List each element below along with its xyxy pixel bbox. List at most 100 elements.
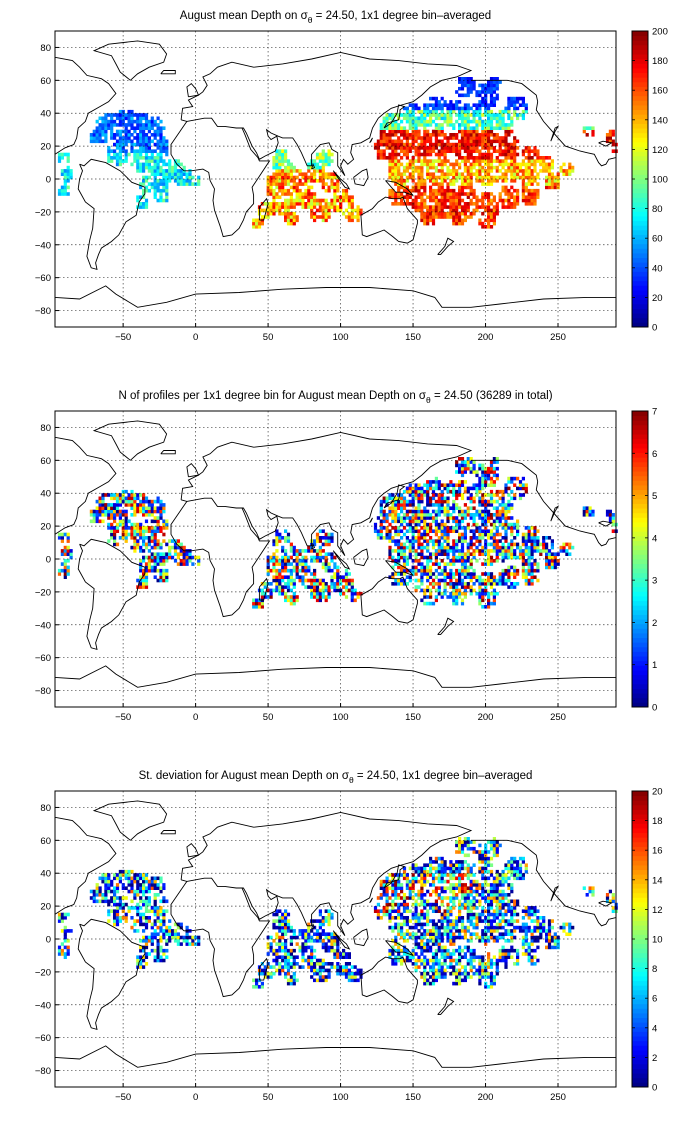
- heatmap-cell: [440, 568, 444, 573]
- colorbar-segment: [632, 535, 648, 541]
- heatmap-cell: [165, 179, 169, 183]
- heatmap-cell: [405, 106, 409, 111]
- colorbar-segment: [632, 526, 648, 532]
- heatmap-cell: [516, 192, 520, 196]
- heatmap-cell: [507, 198, 511, 203]
- heatmap-cell: [533, 559, 537, 563]
- heatmap-cell: [475, 526, 479, 530]
- heatmap-cell: [437, 552, 441, 556]
- heatmap-cell: [542, 162, 546, 167]
- heatmap-cell: [472, 552, 476, 556]
- heatmap-cell: [133, 496, 137, 501]
- heatmap-cell: [150, 182, 154, 186]
- heatmap-cell: [440, 489, 444, 494]
- heatmap-cell: [458, 109, 462, 114]
- heatmap-cell: [107, 513, 111, 517]
- heatmap-cell: [501, 175, 505, 180]
- heatmap-cell: [165, 146, 169, 150]
- heatmap-cell: [434, 526, 438, 530]
- heatmap-cell: [414, 555, 418, 560]
- heatmap-cell: [504, 582, 508, 586]
- heatmap-cell: [501, 202, 505, 206]
- heatmap-cell: [446, 545, 450, 550]
- heatmap-cell: [315, 582, 320, 586]
- heatmap-cell: [472, 575, 476, 579]
- colorbar-segment: [632, 568, 648, 574]
- heatmap-cell: [98, 893, 102, 897]
- heatmap-cell: [533, 146, 537, 150]
- heatmap-cell: [144, 962, 149, 966]
- heatmap-cell: [388, 529, 392, 533]
- heatmap-cell: [118, 916, 122, 920]
- heatmap-cell: [350, 198, 354, 203]
- heatmap-cell: [521, 542, 525, 547]
- heatmap-cell: [63, 916, 67, 920]
- heatmap-cell: [524, 175, 528, 180]
- heatmap-cell: [150, 565, 154, 570]
- heatmap-cell: [429, 588, 433, 593]
- heatmap-cell: [301, 582, 305, 586]
- heatmap-cell: [139, 906, 143, 910]
- heatmap-cell: [507, 195, 511, 199]
- heatmap-cell: [284, 188, 288, 193]
- heatmap-cell: [492, 175, 496, 180]
- heatmap-cell: [292, 565, 296, 570]
- heatmap-cell: [130, 526, 134, 530]
- heatmap-cell: [350, 202, 354, 206]
- heatmap-cell: [539, 162, 543, 167]
- heatmap-cell: [376, 532, 380, 537]
- heatmap-cell: [255, 221, 259, 226]
- heatmap-cell: [556, 179, 560, 183]
- heatmap-cell: [101, 493, 105, 497]
- heatmap-cell: [313, 172, 317, 176]
- heatmap-cell: [400, 493, 404, 497]
- heatmap-cell: [330, 575, 334, 579]
- heatmap-cell: [487, 552, 491, 556]
- heatmap-cell: [533, 198, 537, 203]
- heatmap-cell: [405, 529, 409, 533]
- heatmap-cell: [460, 536, 465, 540]
- heatmap-cell: [124, 919, 128, 923]
- heatmap-cell: [147, 886, 151, 890]
- heatmap-cell: [124, 499, 128, 504]
- colorbar-segment: [632, 183, 648, 189]
- heatmap-cell: [431, 172, 436, 176]
- heatmap-cell: [426, 129, 430, 134]
- heatmap-cell: [124, 902, 128, 907]
- heatmap-cell: [458, 578, 462, 583]
- heatmap-cell: [458, 175, 462, 180]
- heatmap-cell: [455, 119, 459, 124]
- heatmap-cell: [301, 549, 305, 553]
- heatmap-cell: [571, 169, 575, 173]
- heatmap-cell: [472, 136, 476, 140]
- heatmap-cell: [324, 205, 328, 209]
- heatmap-cell: [92, 509, 96, 514]
- heatmap-cell: [472, 83, 476, 88]
- heatmap-cell: [420, 179, 424, 183]
- heatmap-cell: [304, 559, 308, 563]
- heatmap-cell: [426, 169, 430, 173]
- heatmap-cell: [60, 929, 64, 933]
- heatmap-cell: [257, 225, 262, 229]
- heatmap-cell: [487, 113, 491, 117]
- heatmap-cell: [527, 572, 531, 576]
- heatmap-cell: [536, 195, 540, 199]
- heatmap-cell: [321, 582, 325, 586]
- heatmap-cell: [391, 159, 395, 163]
- colorbar-segment: [632, 512, 648, 518]
- heatmap-cell: [420, 496, 424, 501]
- heatmap-cell: [321, 218, 325, 223]
- heatmap-cell: [382, 513, 386, 517]
- heatmap-cell: [458, 146, 462, 150]
- heatmap-cell: [495, 175, 499, 180]
- heatmap-cell: [327, 149, 331, 153]
- heatmap-cell: [492, 149, 496, 153]
- heatmap-cell: [521, 575, 525, 579]
- heatmap-cell: [307, 549, 311, 553]
- heatmap-cell: [275, 542, 279, 547]
- heatmap-cell: [142, 935, 146, 940]
- heatmap-cell: [501, 489, 505, 494]
- heatmap-cell: [182, 545, 186, 550]
- heatmap-cell: [281, 555, 285, 560]
- heatmap-cell: [452, 575, 456, 579]
